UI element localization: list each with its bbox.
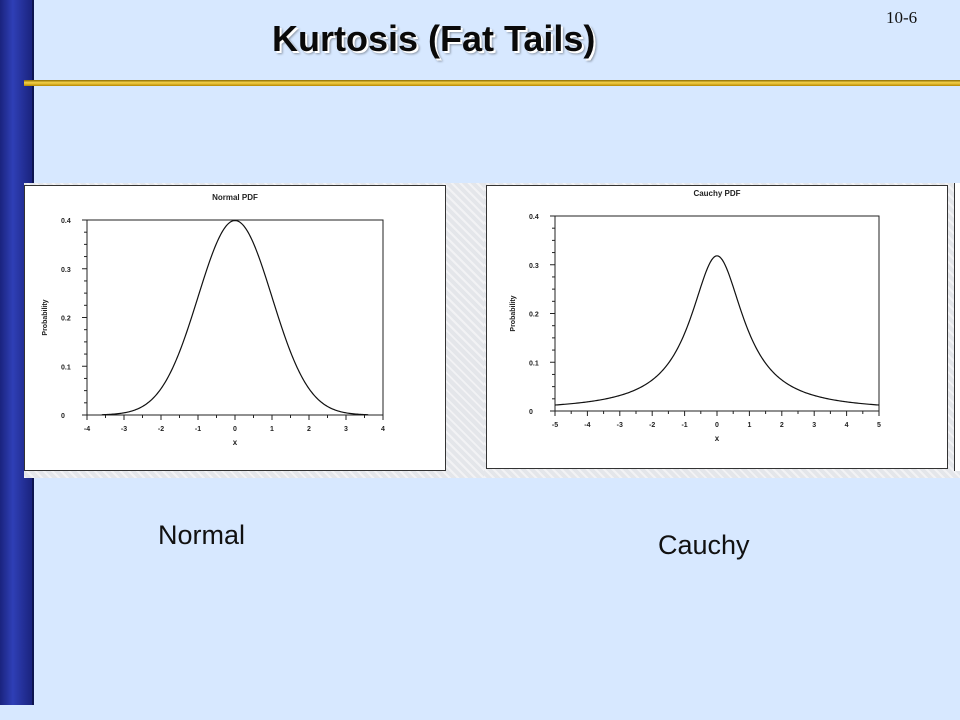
x-tick-label: 0 <box>233 426 237 433</box>
x-tick-label: 5 <box>877 422 881 429</box>
y-tick-label: 0.2 <box>529 312 539 319</box>
y-tick-label: 0 <box>529 409 533 416</box>
slide-title: Kurtosis (Fat Tails) <box>272 18 596 59</box>
x-axis-label: x <box>715 434 720 443</box>
cauchy-label: Cauchy <box>658 530 750 560</box>
x-tick-label: 1 <box>747 422 751 429</box>
x-tick-label: 2 <box>307 426 311 433</box>
x-tick-label: -3 <box>121 426 127 433</box>
x-tick-label: -2 <box>158 426 164 433</box>
plot-area-frame <box>554 215 880 412</box>
normal-pdf-chart: Normal PDF -4 -3 -2 -1 0 1 2 3 4 0 0.1 0.2 0.3 0.4 x Pro… <box>42 193 385 447</box>
y-tick-label: 0.1 <box>529 360 539 367</box>
x-tick-label: 1 <box>270 426 274 433</box>
x-tick-label: 3 <box>812 422 816 429</box>
x-tick-label: -5 <box>552 422 558 429</box>
x-tick-label: -4 <box>84 426 90 433</box>
y-axis-label: Probability <box>42 299 49 335</box>
chart-title: Normal PDF <box>212 193 258 202</box>
x-tick-label: 2 <box>780 422 784 429</box>
normal-chart-frame: Normal PDF -4 -3 -2 -1 0 1 2 3 4 0 0.1 0.2 0.3 0.4 x Pro… <box>24 185 446 471</box>
x-tick-label: 4 <box>381 426 385 433</box>
x-tick-label: 4 <box>845 422 849 429</box>
page-number: 10-6 <box>886 8 918 27</box>
x-tick-label: -3 <box>617 422 623 429</box>
x-tick-label: 3 <box>344 426 348 433</box>
y-tick-label: 0.3 <box>61 267 71 274</box>
x-tick-label: -1 <box>681 422 687 429</box>
cauchy-pdf-curve <box>554 255 880 406</box>
y-tick-label: 0.3 <box>529 263 539 270</box>
y-axis-label: Probability <box>510 295 517 331</box>
y-tick-label: 0.4 <box>61 218 71 225</box>
cauchy-pdf-chart: Cauchy PDF -5 -4 -3 -2 -1 0 1 2 3 4 5 0 0.1 0.2 0.3 0.4 x… <box>510 189 881 443</box>
adjacent-chart-edge <box>954 183 960 471</box>
normal-label: Normal <box>158 520 246 550</box>
x-tick-label: -4 <box>584 422 590 429</box>
x-tick-label: -2 <box>649 422 655 429</box>
y-tick-label: 0.1 <box>61 364 71 371</box>
y-tick-label: 0 <box>61 413 65 420</box>
cauchy-chart-frame: Cauchy PDF -5 -4 -3 -2 -1 0 1 2 3 4 5 0 0.1 0.2 0.3 0.4 x… <box>486 185 948 469</box>
chart-title: Cauchy PDF <box>693 189 740 198</box>
x-tick-label: 0 <box>715 422 719 429</box>
title-rule <box>24 80 960 86</box>
y-tick-label: 0.2 <box>61 316 71 323</box>
x-axis-label: x <box>233 438 238 447</box>
x-tick-label: -1 <box>195 426 201 433</box>
normal-pdf-curve <box>101 219 369 416</box>
plot-area-frame <box>86 219 384 416</box>
y-tick-label: 0.4 <box>529 214 539 221</box>
